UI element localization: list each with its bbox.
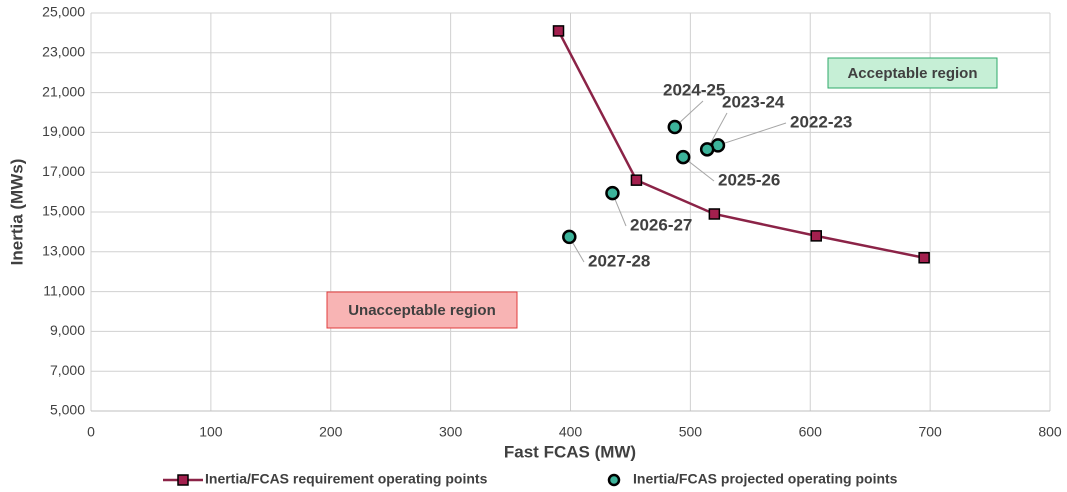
point-label: 2024-25 bbox=[663, 80, 725, 99]
y-tick-label: 23,000 bbox=[42, 44, 85, 60]
region-label: Acceptable region bbox=[847, 65, 977, 82]
x-tick-label: 0 bbox=[87, 424, 95, 440]
x-tick-label: 500 bbox=[679, 424, 703, 440]
requirement-marker bbox=[918, 252, 930, 264]
point-label: 2023-24 bbox=[722, 92, 785, 111]
legend-marker bbox=[607, 473, 621, 487]
x-tick-label: 700 bbox=[918, 424, 942, 440]
x-tick-label: 800 bbox=[1038, 424, 1062, 440]
x-tick-label: 600 bbox=[799, 424, 823, 440]
requirement-marker bbox=[810, 230, 822, 242]
point-label: 2022-23 bbox=[790, 112, 852, 131]
legend-marker bbox=[177, 474, 189, 486]
x-tick-label: 200 bbox=[319, 424, 343, 440]
x-tick-label: 100 bbox=[199, 424, 223, 440]
y-axis-label: Inertia (MWs) bbox=[7, 159, 26, 266]
y-tick-label: 11,000 bbox=[43, 282, 85, 298]
y-tick-label: 9,000 bbox=[50, 322, 85, 338]
x-axis-label: Fast FCAS (MW) bbox=[504, 442, 636, 461]
y-tick-label: 19,000 bbox=[42, 123, 85, 139]
legend-label: Inertia/FCAS projected operating points bbox=[633, 471, 898, 487]
point-label: 2026-27 bbox=[630, 215, 692, 234]
y-tick-label: 7,000 bbox=[50, 362, 85, 378]
x-tick-label: 400 bbox=[559, 424, 583, 440]
projected-marker bbox=[699, 142, 715, 157]
leader-line bbox=[717, 122, 787, 146]
requirement-marker bbox=[630, 174, 643, 186]
point-label: 2025-26 bbox=[718, 170, 780, 189]
projected-marker bbox=[562, 229, 577, 245]
y-tick-label: 17,000 bbox=[42, 163, 85, 179]
projected-marker bbox=[675, 149, 691, 165]
region-label: Unacceptable region bbox=[348, 302, 496, 319]
projected-marker bbox=[667, 119, 683, 135]
y-tick-label: 25,000 bbox=[42, 4, 85, 20]
legend-label: Inertia/FCAS requirement operating point… bbox=[205, 471, 488, 487]
x-tick-label: 300 bbox=[439, 424, 463, 440]
requirement-marker bbox=[552, 25, 565, 37]
region-box bbox=[827, 57, 998, 89]
point-label: 2027-28 bbox=[588, 251, 650, 270]
y-tick-label: 5,000 bbox=[50, 402, 85, 418]
requirement-marker bbox=[708, 208, 721, 220]
y-tick-label: 21,000 bbox=[42, 83, 85, 99]
y-tick-label: 15,000 bbox=[42, 203, 85, 219]
y-tick-label: 13,000 bbox=[42, 243, 85, 259]
region-box bbox=[326, 291, 518, 329]
projected-marker bbox=[605, 185, 620, 201]
